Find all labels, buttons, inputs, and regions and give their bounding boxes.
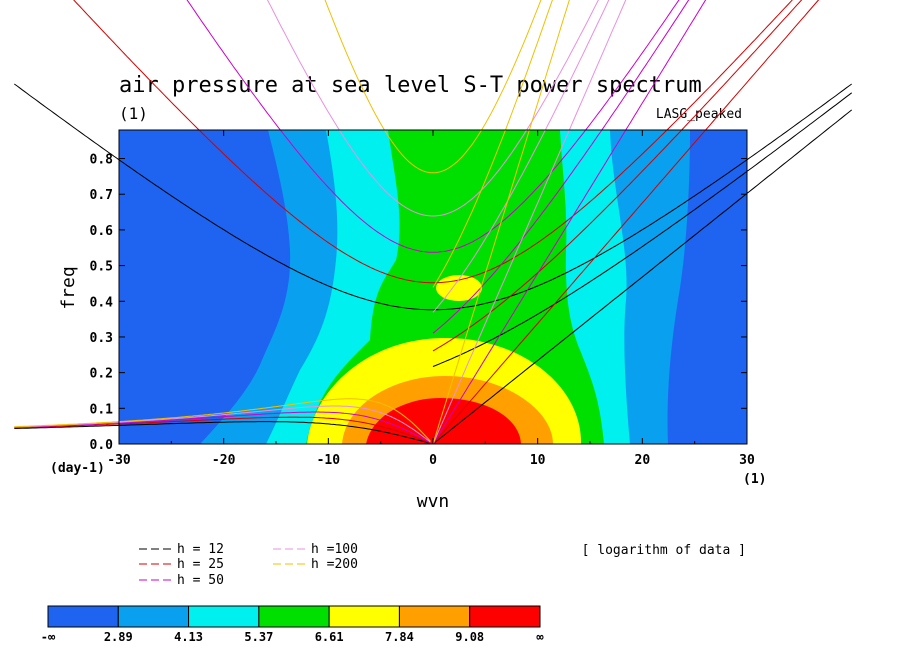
colorbar-level: -∞ (41, 630, 56, 644)
kelvin-curve (432, 109, 853, 445)
colorbar: -∞ 2.89 4.13 5.37 6.61 7.84 9.08 ∞ (41, 605, 544, 644)
colorbar-swatch (47, 605, 119, 628)
colorbar-swatch (469, 605, 541, 628)
y-tick-label: 0.8 (90, 153, 114, 168)
mrg-curve (432, 0, 803, 352)
mrg-curve (432, 92, 853, 367)
y-tick-label: 0.3 (90, 331, 113, 346)
rossby-curve (14, 411, 431, 444)
colorbar-level: 5.37 (244, 630, 273, 644)
y-tick-label: 0.5 (90, 260, 113, 275)
kelvin-curve (432, 0, 820, 445)
chart-subtitle-right: LASG_peaked (656, 107, 742, 122)
ig-curve-n1 (73, 0, 793, 284)
ig-curve-n1 (266, 0, 599, 217)
colorbar-swatch (398, 605, 471, 628)
y-tick-label: 0.0 (90, 438, 114, 453)
y-axis-label: freq (58, 266, 79, 309)
y-tick-label: 0.2 (90, 367, 113, 382)
x-axis: -30 -20 -10 0 10 20 30 (107, 130, 755, 468)
colorbar-level: 7.84 (385, 630, 414, 644)
x-tick-label: 10 (530, 453, 546, 468)
scale-note: [ logarithm of data ] (582, 543, 746, 558)
y-axis-unit: (day-1) (50, 461, 105, 476)
colorbar-swatch (188, 605, 260, 628)
y-tick-label: 0.1 (90, 402, 114, 417)
ig-curve-n1 (186, 0, 680, 253)
dispersion-curves (14, 0, 853, 445)
kelvin-curve (432, 0, 570, 445)
colorbar-level: 9.08 (455, 630, 484, 644)
x-tick-label: 20 (635, 453, 651, 468)
colorbar-swatch (328, 605, 400, 628)
legend-label: h = 12 (177, 542, 224, 557)
x-tick-label: -30 (107, 453, 131, 468)
y-tick-label: 0.7 (90, 188, 113, 203)
ig-curve-n1 (324, 0, 542, 174)
colorbar-level: ∞ (536, 630, 544, 644)
colorbar-level: 6.61 (315, 630, 344, 644)
x-axis-label: wvn (417, 491, 450, 512)
legend-label: h =100 (311, 542, 358, 557)
chart-title: air pressure at sea level S-T power spec… (119, 73, 702, 98)
x-tick-label: 0 (429, 453, 437, 468)
colorbar-swatch (258, 605, 330, 628)
x-tick-label: -20 (212, 453, 236, 468)
colorbar-swatch (117, 605, 190, 628)
y-tick-label: 0.6 (90, 224, 114, 239)
rossby-curve (14, 421, 431, 444)
colorbar-level: 2.89 (104, 630, 133, 644)
chart-subtitle-left: (1) (119, 104, 148, 123)
x-tick-label: 30 (739, 453, 755, 468)
rossby-curve (14, 398, 431, 442)
x-axis-unit: (1) (743, 472, 766, 487)
colorbar-level: 4.13 (174, 630, 203, 644)
ig-curve-n1 (14, 83, 852, 311)
y-axis: 0.0 0.1 0.2 0.3 0.4 0.5 0.6 0.7 0.8 (90, 153, 747, 453)
kelvin-curve (432, 0, 627, 445)
legend-label: h = 25 (177, 557, 224, 572)
kelvin-curve (432, 0, 707, 445)
rossby-curve (14, 416, 431, 444)
mrg-curve (432, 0, 610, 313)
y-tick-label: 0.4 (90, 295, 114, 310)
legend-label: h = 50 (177, 573, 224, 588)
legend-label: h =200 (311, 557, 358, 572)
mrg-curve (432, 0, 690, 334)
x-tick-label: -10 (317, 453, 341, 468)
mrg-curve (432, 0, 553, 288)
